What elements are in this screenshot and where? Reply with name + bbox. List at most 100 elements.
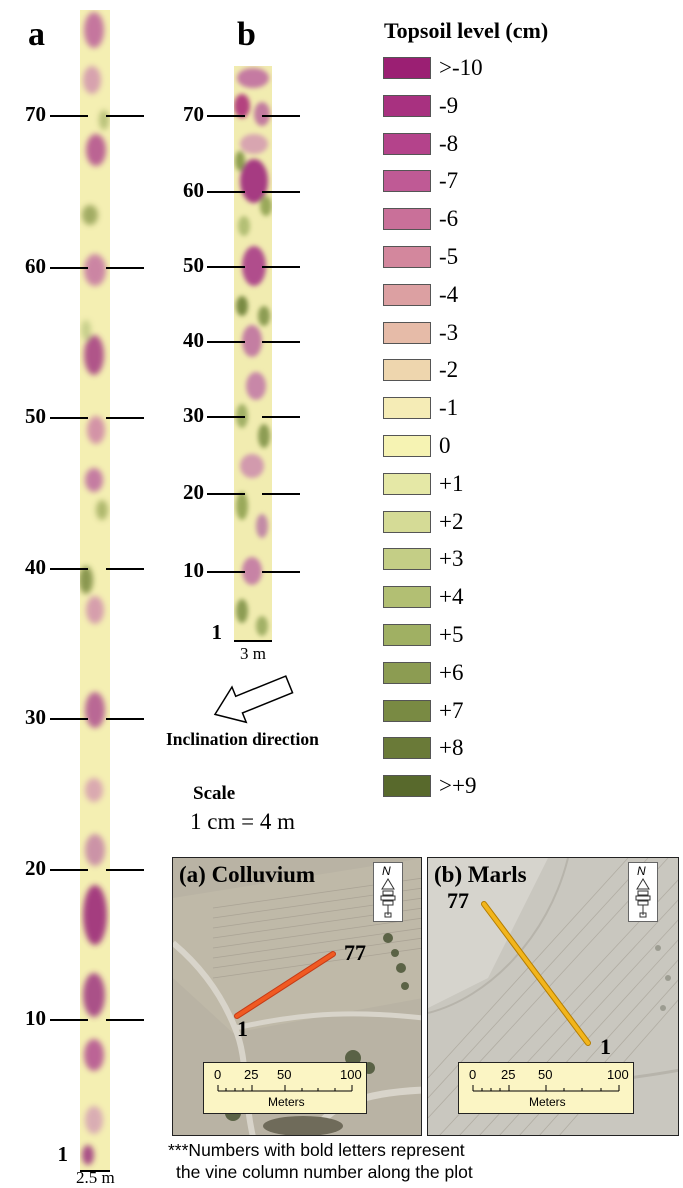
map-colluvium-start-label: 1 [237,1016,248,1041]
map-marls-scale-tick-0: 0 [469,1067,477,1082]
legend-item: +2 [383,509,583,539]
panel-b-width-bar [234,640,272,642]
map-marls-scale-tick-25: 25 [501,1067,516,1082]
panel-b-row-label-20: 20 [183,480,204,504]
panel-a-tick-40-left [50,568,88,570]
map-colluvium-title: (a) Colluvium [179,862,316,887]
legend-label: +4 [439,584,464,610]
map-colluvium-scale-tick-0: 0 [214,1067,222,1082]
legend-item: -7 [383,168,583,198]
panel-b-strip-graphic [234,66,272,640]
legend-item: 0 [383,433,583,463]
panel-b-label: b [237,16,256,53]
map-colluvium-scale-tick-25: 25 [244,1067,259,1082]
panel-b-row-label-50: 50 [183,253,204,277]
panel-a-tick-20-left [50,869,88,871]
panel-a-width-label: 2.5 m [76,1168,115,1187]
panel-a-tick-70-right [106,115,144,117]
legend-swatch [383,397,431,420]
panel-b-tick-60-left [207,191,245,193]
panel-b-width-label: 3 m [240,644,266,663]
legend-item: +3 [383,546,583,576]
panel-b-tick-40-left [207,341,245,343]
legend-swatch [383,321,431,344]
panel-b-topsoil-strip [234,66,272,640]
panel-a-row-label-50: 50 [25,404,46,428]
map-marls-start-label: 1 [600,1034,611,1059]
legend-item: -4 [383,282,583,312]
map-marls-scale-bar: 0 25 50 100 Meters [458,1062,634,1114]
panel-b-tick-70-left [207,115,245,117]
panel-a-row-label-1: 1 [57,1142,69,1166]
legend-swatch [383,359,431,382]
panel-a-tick-50-right [106,417,144,419]
legend-label: -8 [439,130,459,156]
panel-a-row-label-30: 30 [25,705,46,729]
panel-b-tick-30-left [207,416,245,418]
map-colluvium-north-arrow-icon: N [373,862,403,922]
legend-item: -2 [383,357,583,387]
panel-b-tick-40-right [262,341,300,343]
panel-a-tick-30-left [50,718,88,720]
legend-label: +5 [439,622,464,647]
panel-b-tick-10-right [262,571,300,573]
map-marls-scale-tick-50: 50 [538,1067,553,1082]
map-colluvium-scale-unit: Meters [268,1095,305,1109]
panel-a-width-bar [80,1170,110,1172]
map-colluvium-scale-tick-50: 50 [277,1067,292,1082]
panel-a-tick-20-right [106,869,144,871]
panel-b-row-label-40: 40 [183,328,204,352]
map-marls-title: (b) Marls [434,862,527,887]
legend-swatch [383,775,431,798]
inclination-arrow-icon [213,675,294,724]
legend-label: -4 [439,281,459,307]
legend-label: -7 [439,168,459,194]
panel-b-row-label-60: 60 [183,178,204,202]
legend-item: +6 [383,660,583,690]
map-marls-north-label: N [637,864,646,878]
map-marls-plot-line [482,902,590,1045]
scale-title: Scale [193,783,236,804]
panel-b-row-label-70: 70 [183,102,204,126]
panel-a-tick-50-left [50,417,88,419]
panel-a-tick-10-left [50,1019,88,1021]
legend-item: -6 [383,206,583,236]
inclination-label: Inclination direction [166,729,319,749]
legend-label: +3 [439,546,464,572]
panel-a-strip-graphic [80,10,110,1170]
legend-swatch [383,435,431,457]
legend-item: -9 [383,93,583,123]
panel-a-row-label-70: 70 [25,102,46,126]
panel-a-row-label-10: 10 [25,1006,46,1030]
map-marls-end-label: 77 [447,888,469,913]
map-colluvium-plot-line [235,952,335,1018]
legend-label: +7 [439,697,464,723]
panel-a-tick-40-right [106,568,144,570]
legend-swatch [383,699,431,722]
panel-a-tick-70-left [50,115,88,117]
legend-item: -5 [383,244,583,274]
panel-a-tick-30-right [106,718,144,720]
map-marls-scale-tick-100: 100 [607,1067,629,1082]
legend-item: +7 [383,698,583,728]
legend-swatch [383,246,431,268]
legend-swatch [383,510,431,533]
legend-swatch [383,548,431,571]
panel-b-tick-60-right [262,191,300,193]
legend-swatch [383,132,431,155]
legend-swatch [383,472,431,495]
legend-label: +8 [439,735,464,761]
panel-b-tick-50-left [207,266,245,268]
panel-b-tick-20-left [207,493,245,495]
legend-swatch [383,624,431,646]
panel-b-tick-50-right [262,266,300,268]
panel-a-topsoil-strip [80,10,110,1170]
panel-a-tick-60-left [50,267,88,269]
legend-label: +6 [439,659,464,685]
legend-swatch [383,283,431,306]
legend-title: Topsoil level (cm) [384,18,549,43]
footnote-line-1: ***Numbers with bold letters represent [168,1140,465,1160]
panel-a-row-label-40: 40 [25,555,46,579]
legend-label: +2 [439,508,464,534]
map-colluvium-north-label: N [382,864,391,878]
